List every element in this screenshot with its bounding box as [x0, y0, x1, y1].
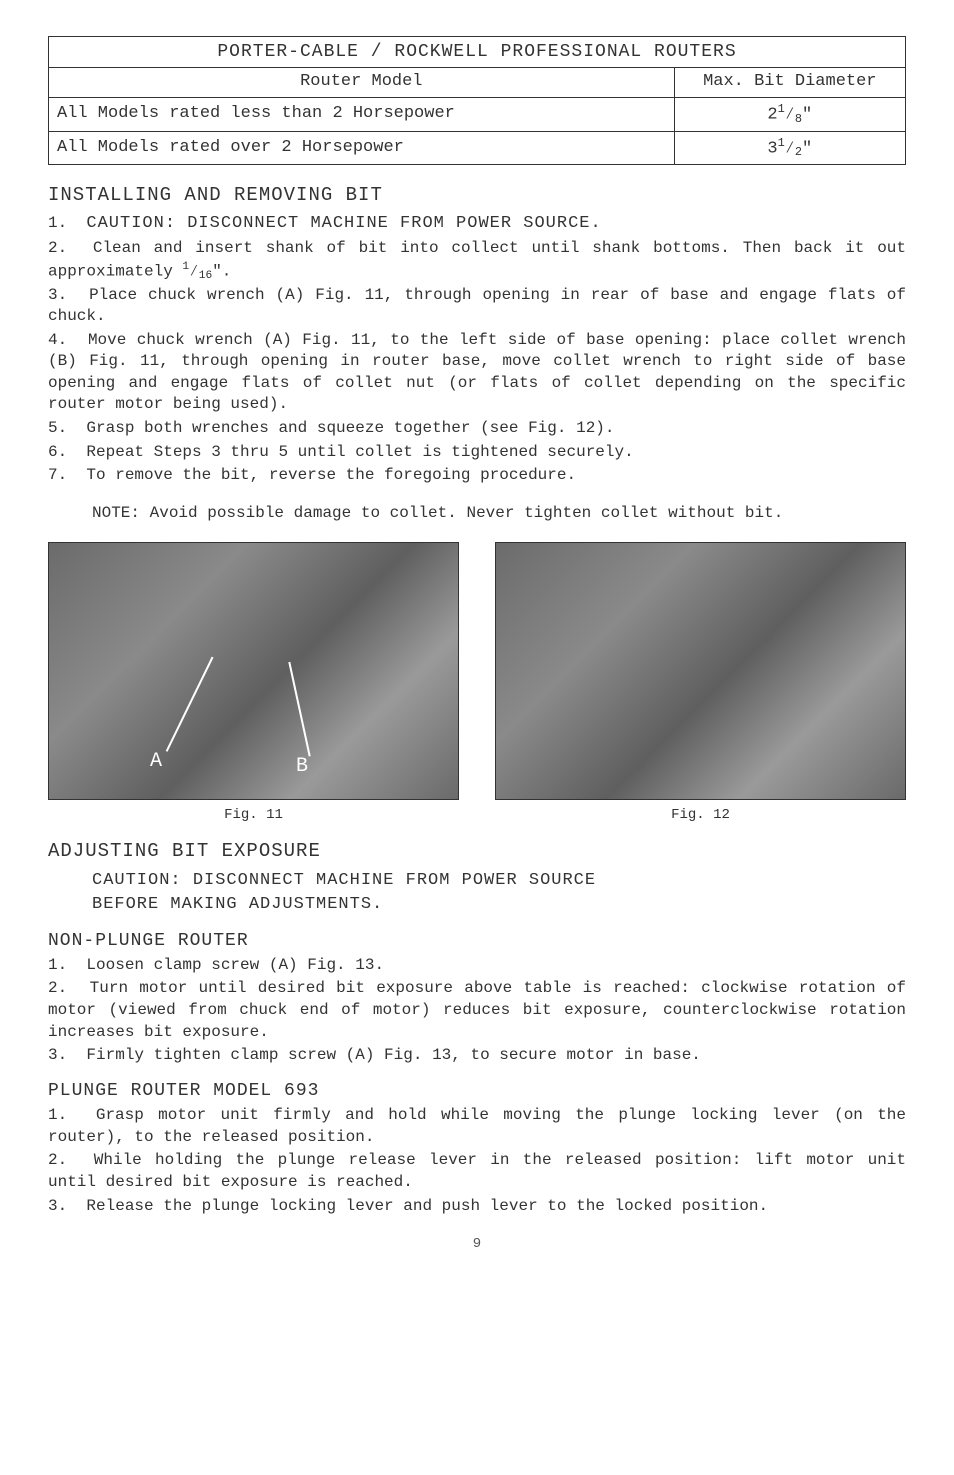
figure-11-label-b: B	[296, 753, 308, 780]
page-number: 9	[48, 1235, 906, 1254]
figure-11-label-a: A	[150, 748, 162, 775]
install-step-2: 2. Clean and insert shank of bit into co…	[48, 238, 906, 283]
plunge-step-3: 3. Release the plunge locking lever and …	[48, 1196, 906, 1218]
adjust-heading: ADJUSTING BIT EXPOSURE	[48, 839, 906, 865]
adjust-caution-line2: BEFORE MAKING ADJUSTMENTS.	[92, 893, 906, 917]
figure-12: Fig. 12	[495, 542, 906, 825]
table-cell-dia: 21⁄8"	[674, 98, 905, 132]
figure-12-image	[495, 542, 906, 800]
nonplunge-step-1: 1. Loosen clamp screw (A) Fig. 13.	[48, 955, 906, 977]
nonplunge-step-2: 2. Turn motor until desired bit exposure…	[48, 978, 906, 1043]
table-cell-dia: 31⁄2"	[674, 131, 905, 165]
figure-11-callouts	[49, 543, 458, 799]
install-heading: INSTALLING AND REMOVING BIT	[48, 183, 906, 209]
plunge-step-2: 2. While holding the plunge release leve…	[48, 1150, 906, 1193]
table-cell-model: All Models rated over 2 Horsepower	[49, 131, 675, 165]
nonplunge-step-3: 3. Firmly tighten clamp screw (A) Fig. 1…	[48, 1045, 906, 1067]
install-step-6: 6. Repeat Steps 3 thru 5 until collet is…	[48, 442, 906, 464]
figure-12-caption: Fig. 12	[671, 806, 730, 825]
figure-11-caption: Fig. 11	[224, 806, 283, 825]
figure-11: A B Fig. 11	[48, 542, 459, 825]
install-step-4: 4. Move chuck wrench (A) Fig. 11, to the…	[48, 330, 906, 416]
figures-row: A B Fig. 11 Fig. 12	[48, 542, 906, 825]
router-table: PORTER-CABLE / ROCKWELL PROFESSIONAL ROU…	[48, 36, 906, 165]
table-col-dia: Max. Bit Diameter	[674, 68, 905, 98]
install-step-1: 1. CAUTION: DISCONNECT MACHINE FROM POWE…	[48, 213, 906, 236]
plunge-step-1: 1. Grasp motor unit firmly and hold whil…	[48, 1105, 906, 1148]
plunge-heading: PLUNGE ROUTER MODEL 693	[48, 1079, 906, 1103]
table-title: PORTER-CABLE / ROCKWELL PROFESSIONAL ROU…	[49, 37, 906, 68]
adjust-caution: CAUTION: DISCONNECT MACHINE FROM POWER S…	[92, 869, 906, 917]
install-step-7: 7. To remove the bit, reverse the forego…	[48, 465, 906, 487]
adjust-caution-line1: CAUTION: DISCONNECT MACHINE FROM POWER S…	[92, 869, 906, 893]
install-step-3: 3. Place chuck wrench (A) Fig. 11, throu…	[48, 285, 906, 328]
nonplunge-heading: NON-PLUNGE ROUTER	[48, 929, 906, 953]
table-cell-model: All Models rated less than 2 Horsepower	[49, 98, 675, 132]
table-row: All Models rated over 2 Horsepower 31⁄2"	[49, 131, 906, 165]
table-row: All Models rated less than 2 Horsepower …	[49, 98, 906, 132]
install-note: NOTE: Avoid possible damage to collet. N…	[92, 503, 906, 525]
install-step-5: 5. Grasp both wrenches and squeeze toget…	[48, 418, 906, 440]
figure-11-image: A B	[48, 542, 459, 800]
table-col-model: Router Model	[49, 68, 675, 98]
